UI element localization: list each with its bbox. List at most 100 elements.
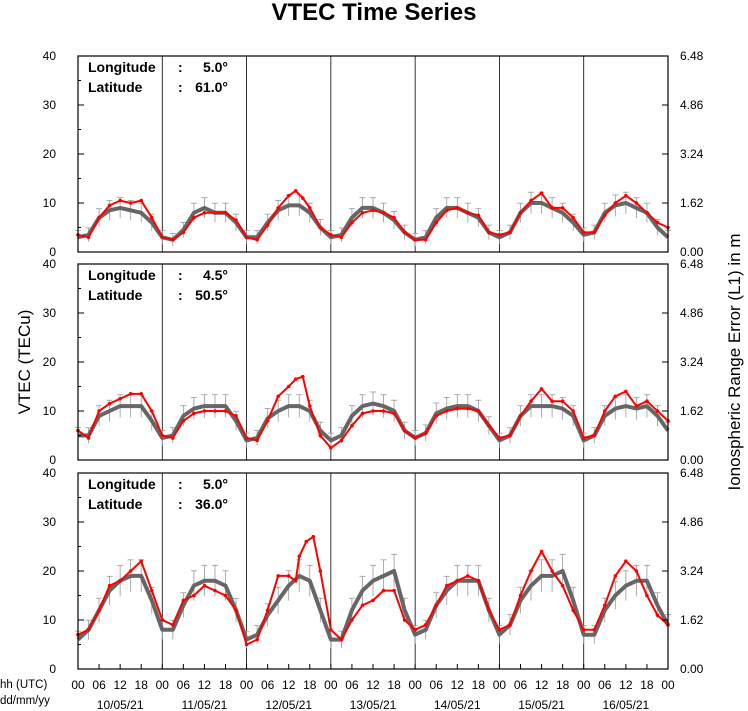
data-point <box>539 191 544 195</box>
data-point <box>444 208 449 213</box>
y-tick-label-left: 20 <box>43 564 57 578</box>
y-axis-label-left: VTEC (TECu) <box>15 310 34 415</box>
data-point <box>455 579 460 583</box>
data-point <box>529 198 533 203</box>
x-tick-label: 00 <box>324 678 338 692</box>
data-point <box>213 409 217 413</box>
y-tick-label-left: 40 <box>43 466 57 480</box>
data-point <box>181 230 186 235</box>
y-tick-label-left: 10 <box>43 196 57 210</box>
x-tick-label: 12 <box>198 678 212 692</box>
data-point <box>360 211 365 215</box>
data-point <box>192 215 196 220</box>
observed-markers <box>76 534 670 647</box>
data-point <box>293 377 298 381</box>
y-tick-label-left: 10 <box>43 404 57 418</box>
data-point <box>318 569 323 573</box>
data-point <box>497 436 502 440</box>
x-tick-label: 18 <box>135 678 149 692</box>
data-point <box>276 574 280 578</box>
y-tick-label-right: 0.00 <box>680 453 704 467</box>
latitude-value: 50.5° <box>195 287 228 303</box>
data-point <box>655 613 660 617</box>
y-tick-label-right: 3.24 <box>680 355 704 369</box>
latitude-label: Latitude <box>88 79 143 95</box>
data-point <box>307 206 312 210</box>
data-point <box>265 419 270 423</box>
data-point <box>160 618 165 622</box>
data-point <box>311 534 316 539</box>
data-point <box>392 588 396 593</box>
data-point <box>213 588 217 593</box>
y-tick-label-right: 3.24 <box>680 147 704 161</box>
x-tick-label: 18 <box>556 678 570 692</box>
data-point <box>581 230 586 235</box>
data-point <box>655 409 660 413</box>
data-point <box>329 628 333 632</box>
data-point <box>423 237 428 242</box>
x-tick-label: 00 <box>240 678 254 692</box>
data-point <box>86 628 91 632</box>
data-point <box>413 237 417 242</box>
data-point <box>300 374 305 379</box>
data-point <box>487 608 491 612</box>
x-tick-label: 06 <box>430 678 444 692</box>
data-point <box>171 623 175 627</box>
data-point <box>118 579 122 583</box>
y-tick-label-right: 6.48 <box>680 49 704 63</box>
panel-frame <box>77 55 669 253</box>
data-point <box>550 569 554 573</box>
x-tick-label: 06 <box>514 678 528 692</box>
info-colon: : <box>178 59 183 75</box>
data-point <box>581 628 586 632</box>
data-point <box>602 409 607 413</box>
data-point <box>350 618 354 622</box>
data-point <box>413 436 417 440</box>
data-point <box>592 628 597 632</box>
data-point <box>645 399 649 404</box>
series-line-observed <box>77 189 669 241</box>
data-point <box>613 201 618 205</box>
data-point <box>529 399 533 404</box>
data-point <box>613 394 618 399</box>
x-tick-label: 00 <box>661 678 675 692</box>
x-tick-label: 00 <box>577 678 591 692</box>
y-tick-label-right: 6.48 <box>680 466 704 480</box>
y-tick-label-left: 30 <box>43 515 57 529</box>
data-point <box>255 237 259 242</box>
data-point <box>118 198 122 203</box>
data-point <box>149 409 154 413</box>
data-point <box>86 436 91 440</box>
data-point <box>571 215 575 220</box>
y-tick-label-left: 40 <box>43 257 57 271</box>
data-point <box>592 230 597 235</box>
data-point <box>149 215 154 220</box>
info-colon: : <box>178 79 183 95</box>
chart-title: VTEC Time Series <box>272 0 477 26</box>
data-point <box>539 549 544 554</box>
x-day-label: 13/05/21 <box>350 698 397 711</box>
data-point <box>181 598 186 603</box>
data-point <box>434 414 439 418</box>
data-point <box>107 583 112 588</box>
data-point <box>476 579 481 583</box>
observed-markers <box>76 374 670 450</box>
data-point <box>318 433 323 438</box>
data-point <box>297 554 302 559</box>
data-point <box>97 215 101 220</box>
data-point <box>508 623 512 627</box>
data-point <box>97 608 101 612</box>
latitude-value: 61.0° <box>195 79 228 95</box>
data-point <box>255 637 259 642</box>
data-point <box>192 593 196 598</box>
data-point <box>624 559 628 563</box>
panel-2: 0 10 20 30 40 0.00 1.62 3.24 4.86 6.48 Longitude: 4… <box>43 257 704 467</box>
x-tick-label: 00 <box>408 678 422 692</box>
data-point <box>286 574 291 578</box>
data-point <box>518 211 523 215</box>
data-point <box>293 188 298 193</box>
y-tick-label-left: 40 <box>43 49 57 63</box>
y-tick-label-left: 0 <box>49 453 56 467</box>
data-point <box>592 433 597 438</box>
y-tick-label-right: 3.24 <box>680 564 704 578</box>
